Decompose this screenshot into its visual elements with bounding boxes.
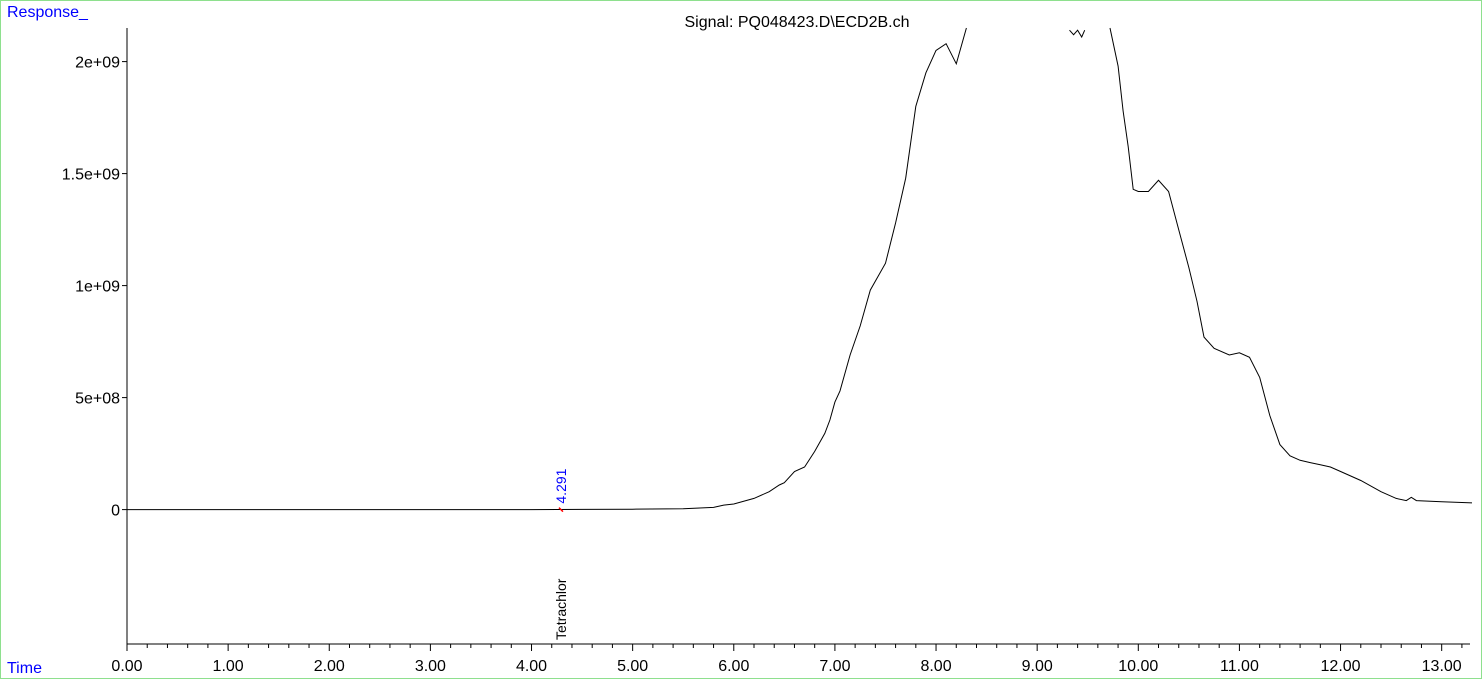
y-tick-label: 5e+08: [75, 391, 120, 408]
x-tick-label: 3.00: [415, 658, 446, 675]
x-tick-label: 1.00: [213, 658, 244, 675]
signal-trace-segment: [127, 27, 967, 511]
x-tick-label: 11.00: [1220, 658, 1259, 675]
x-tick-label: 8.00: [920, 658, 951, 675]
x-tick-label: 2.00: [314, 658, 345, 675]
x-tick-label: 10.00: [1118, 658, 1158, 675]
signal-trace-segment: [1069, 29, 1086, 39]
y-tick-label: 0: [111, 503, 120, 520]
x-axis-label: Time: [7, 660, 42, 677]
y-tick-label: 1.5e+09: [62, 167, 120, 184]
x-tick-label: 4.00: [516, 658, 547, 675]
x-tick-label: 6.00: [718, 658, 749, 675]
peak-compound-label: Tetrachlor: [553, 578, 569, 640]
chart-title: Signal: PQ048423.D\ECD2B.ch: [684, 14, 909, 31]
x-tick-label: 9.00: [1022, 658, 1053, 675]
x-tick-label: 5.00: [617, 658, 648, 675]
y-axis-label: Response_: [7, 4, 89, 21]
x-tick-label: 0.00: [111, 658, 142, 675]
x-tick-label: 13.00: [1422, 658, 1462, 675]
y-tick-label: 1e+09: [75, 279, 120, 296]
peak-marker: [558, 507, 564, 513]
signal-trace-segment: [1109, 27, 1473, 504]
peak-time-label: 4.291: [553, 468, 569, 503]
y-tick-label: 2e+09: [75, 55, 120, 72]
x-tick-label: 7.00: [819, 658, 850, 675]
x-tick-label: 12.00: [1321, 658, 1361, 675]
